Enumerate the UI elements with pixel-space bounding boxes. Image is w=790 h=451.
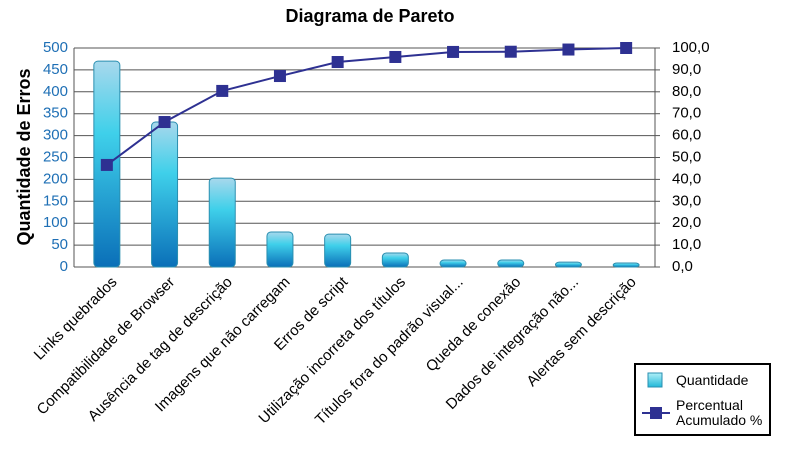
y2-tick-label: 10,0: [672, 236, 701, 253]
bar: [439, 259, 467, 268]
line-marker: [447, 45, 460, 58]
line-marker: [504, 45, 517, 58]
y-tick-label: 250: [43, 148, 68, 165]
y-tick-label: 200: [43, 170, 68, 187]
y-tick-label: 500: [43, 39, 68, 56]
y-tick-label: 450: [43, 61, 68, 78]
bar: [554, 261, 582, 268]
y2-tick-label: 30,0: [672, 192, 701, 209]
y-tick-label: 0: [60, 258, 68, 275]
y2-tick-label: 100,0: [672, 39, 710, 56]
x-tick-label: Alertas sem descrição: [523, 274, 639, 390]
line-marker: [620, 42, 633, 54]
y2-tick-label: 90,0: [672, 61, 701, 78]
y-axis-title: Quantidade de Erros: [14, 68, 34, 245]
bar: [266, 231, 294, 268]
y-tick-label: 300: [43, 127, 68, 144]
y-tick-label: 350: [43, 105, 68, 122]
bar: [208, 177, 236, 268]
y2-tick-label: 70,0: [672, 105, 701, 122]
y2-tick-label: 20,0: [672, 214, 701, 231]
bar: [324, 233, 352, 268]
y2-tick-label: 80,0: [672, 83, 701, 100]
line-marker: [216, 84, 229, 97]
y-tick-label: 150: [43, 192, 68, 209]
legend-icons: [642, 372, 670, 419]
line-marker: [100, 158, 113, 171]
bar: [497, 259, 525, 268]
y-tick-label: 400: [43, 83, 68, 100]
bar: [151, 121, 179, 268]
line-marker: [158, 116, 171, 129]
legend-label: Percentual Acumulado %: [676, 397, 763, 428]
y-tick-label: 100: [43, 214, 68, 231]
legend-marker: [650, 407, 662, 419]
y2-tick-label: 40,0: [672, 170, 701, 187]
cumulative-line: [106, 47, 627, 166]
legend-swatch: [647, 372, 663, 388]
y2-tick-label: 60,0: [672, 127, 701, 144]
y2-tick-label: 50,0: [672, 148, 701, 165]
y2-tick-label: 0,0: [672, 258, 693, 275]
y-tick-label: 50: [51, 236, 68, 253]
line-marker: [389, 50, 402, 63]
x-tick-label: Queda de conexão: [423, 274, 525, 376]
bar: [612, 262, 640, 268]
legend-label: Quantidade: [676, 372, 749, 388]
line-marker: [562, 43, 575, 56]
chart-title: Diagrama de Pareto: [285, 6, 454, 26]
bar: [381, 252, 409, 268]
legend: Quantidade Percentual Acumulado %: [634, 363, 771, 436]
line-marker: [331, 56, 344, 69]
line-marker: [273, 70, 286, 83]
